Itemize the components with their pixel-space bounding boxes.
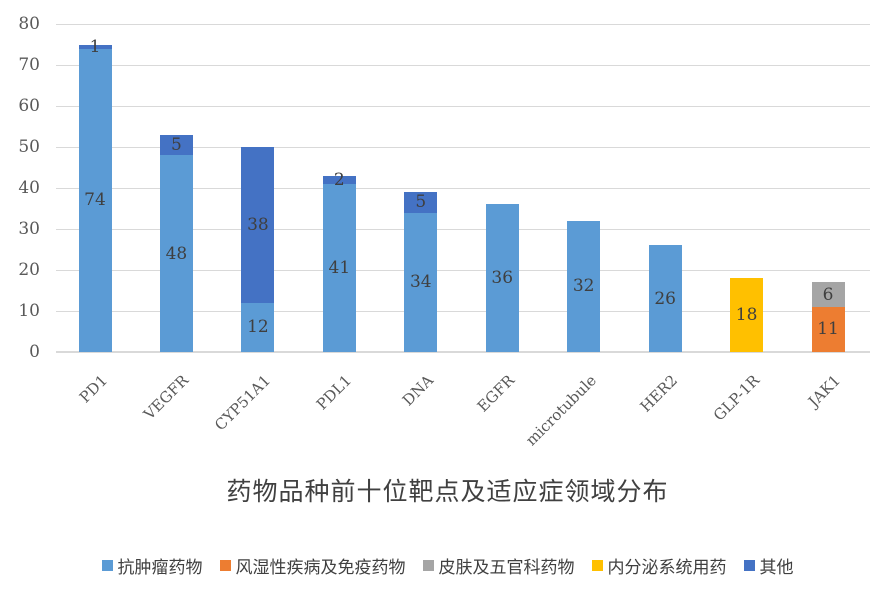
legend-item: 皮肤及五官科药物 xyxy=(422,553,575,578)
bar-segment-value-label: 38 xyxy=(247,214,269,235)
y-axis-tick-label: 10 xyxy=(18,301,40,321)
bar-segment-value-label: 32 xyxy=(572,276,595,297)
bar-segment xyxy=(404,192,438,213)
bar-segment-value-label: 11 xyxy=(817,319,839,340)
bar-segment-value-label: 18 xyxy=(735,305,758,326)
bar-segment-value-label: 26 xyxy=(654,288,676,309)
bar-segment-value-label: 34 xyxy=(409,272,432,293)
bar-segment xyxy=(485,204,519,352)
legend-label: 风湿性疾病及免疫药物 xyxy=(235,558,406,578)
bar-segment xyxy=(404,212,438,352)
bar-segment xyxy=(811,306,845,352)
bar-segment-value-label: 36 xyxy=(491,268,514,289)
gridline xyxy=(56,147,870,148)
y-axis-tick-label: 40 xyxy=(18,178,40,198)
legend-swatch-icon xyxy=(743,560,755,571)
legend-label: 内分泌系统用药 xyxy=(607,558,727,578)
bar-segment xyxy=(811,282,845,307)
bar-segment-value-label: 5 xyxy=(171,134,182,155)
legend-item: 内分泌系统用药 xyxy=(591,553,727,578)
y-axis-tick-label: 20 xyxy=(18,260,40,280)
bar-segment xyxy=(159,155,193,352)
bar-segment xyxy=(159,134,193,156)
legend-item: 抗肿瘤药物 xyxy=(101,553,203,578)
gridline xyxy=(56,270,870,271)
bar-segment-value-label: 48 xyxy=(165,243,188,264)
gridline xyxy=(56,106,870,107)
gridline xyxy=(56,311,870,312)
bar-segment xyxy=(322,175,356,184)
legend-swatch-icon xyxy=(422,560,434,571)
legend-item: 其他 xyxy=(743,553,794,578)
legend-label: 抗肿瘤药物 xyxy=(117,558,203,578)
y-axis-tick-label: 50 xyxy=(18,137,40,157)
bar-segment-value-label: 5 xyxy=(415,192,427,213)
legend-swatch-icon xyxy=(219,560,231,571)
legend-swatch-icon xyxy=(101,560,113,571)
y-axis-tick-label: 70 xyxy=(18,55,40,75)
bar-segment xyxy=(241,147,275,303)
legend-swatch-icon xyxy=(591,560,603,571)
bar-segment xyxy=(567,220,601,352)
gridline xyxy=(56,65,870,66)
y-axis-tick-label: 30 xyxy=(18,219,40,239)
bar-segment xyxy=(730,278,764,352)
gridline xyxy=(56,188,870,189)
bar-segment-value-label: 12 xyxy=(247,317,269,338)
bar-segment-value-label: 41 xyxy=(328,257,351,278)
bar-segment xyxy=(241,302,275,352)
bar-segment xyxy=(322,183,356,352)
bar-segment-value-label: 74 xyxy=(84,190,106,211)
legend-item: 风湿性疾病及免疫药物 xyxy=(219,553,406,578)
legend-label: 其他 xyxy=(759,558,794,578)
legend: 抗肿瘤药物 风湿性疾病及免疫药物 皮肤及五官科药物 内分泌系统用药 其他 xyxy=(0,553,895,578)
bar-segment xyxy=(78,48,112,352)
bar-segment-value-label: 6 xyxy=(822,284,834,305)
gridline xyxy=(56,24,870,25)
x-axis-line xyxy=(56,351,870,353)
bar-segment xyxy=(648,245,682,352)
gridline xyxy=(56,229,870,230)
bar-segment-value-label: 1 xyxy=(89,36,101,57)
bar-segment xyxy=(78,44,112,49)
chart-title: 药物品种前十位靶点及适应症领域分布 xyxy=(226,477,669,506)
legend-label: 皮肤及五官科药物 xyxy=(438,558,575,578)
y-axis-tick-label: 60 xyxy=(18,96,40,116)
y-axis-tick-label: 0 xyxy=(29,342,40,362)
bar-segment-value-label: 2 xyxy=(333,169,345,190)
y-axis-tick-label: 80 xyxy=(18,14,40,34)
